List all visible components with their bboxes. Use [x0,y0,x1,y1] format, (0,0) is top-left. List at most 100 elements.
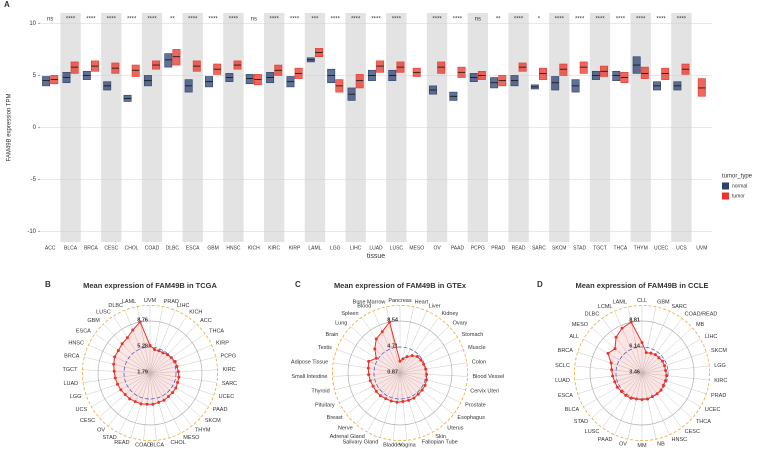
panel-label: A [4,0,10,9]
box [164,53,173,68]
category-label: CHOL [170,440,185,446]
radar-point [367,373,371,377]
chart-title: Mean expression of FAM49B in CCLE [576,281,709,290]
legend-key [722,192,729,200]
radar-point [113,376,117,380]
significance-label: **** [677,17,687,23]
radar-point [119,388,123,392]
spoke [602,372,643,428]
radar-point [663,379,667,383]
category-label: PAAD [213,407,228,413]
x-tick-label: UCEC [654,245,669,251]
radar-point [422,362,426,366]
box [640,66,649,79]
significance-label: **** [188,17,198,23]
y-tick-label: 0 [33,125,37,131]
radar-point [389,399,393,403]
spoke [399,306,414,374]
box [661,67,670,80]
category-label: PCPG [221,353,237,359]
radar-point [113,355,117,359]
x-tick-label: READ [512,245,526,251]
chart-title: Mean expression of FAM49B in TCGA [83,281,217,290]
category-label: BRCA [64,353,80,359]
spoke [641,372,670,435]
category-label: Brain [326,332,339,338]
radar-point [123,393,127,397]
radar-point [374,337,378,341]
grid-ring [615,346,669,400]
radar-point [161,351,165,355]
significance-label: **** [616,17,626,23]
spoke [143,372,151,441]
category-label: KIRC [714,378,727,384]
box [42,76,51,87]
radar-point [145,402,149,406]
radar-point [634,397,638,401]
x-tick-label: LGG [330,245,341,251]
r-tick-label: 8.54 [387,317,399,323]
category-label: Pituitary [315,402,335,408]
y-tick-label: 10 [29,21,36,27]
spoke [113,315,151,374]
x-tick-label: ACC [45,245,56,251]
radar-point [112,362,116,366]
category-label: THYM [195,428,211,434]
radar-point [177,375,181,379]
category-label: LIHC [177,303,190,309]
spoke [399,372,461,403]
spoke [149,372,202,418]
radar-point [367,359,371,363]
outer-ring [331,304,468,441]
panel-label: C [295,280,301,289]
radar-point [398,359,402,363]
spoke [149,369,218,374]
category-label: LGG [70,394,82,400]
grid-ring [347,320,453,426]
radar-point [166,353,170,357]
significance-label: **** [351,17,361,23]
radar-point [116,348,120,352]
grid-ring [123,346,177,400]
category-label: CESC [80,418,95,424]
x-tick-label: UVM [696,245,707,251]
x-tick-label: LUAD [369,245,383,251]
category-label: UCEC [219,394,235,400]
radar-point [663,364,667,368]
spoke [88,344,151,374]
radar-point [401,357,405,361]
category-label: Nerve [338,426,353,432]
spoke [366,372,401,433]
significance-label: **** [392,17,402,23]
spoke [334,372,401,391]
radar-point [166,395,170,399]
panel-label: B [45,280,51,289]
category-label: THCA [209,328,224,334]
category-label: CESC [685,429,700,435]
radar-point [162,398,166,402]
radar-point [153,347,157,351]
spoke [130,372,151,438]
spoke [149,372,209,408]
category-label: KICH [189,309,202,315]
radar-point [371,384,375,388]
category-label: ALL [569,334,579,340]
r-tick-label: 5.28 [137,343,148,349]
category-label: Spleen [341,311,358,317]
category-label: LGG [714,363,726,369]
category-label: DLBC [585,312,600,318]
category-label: Cervix Uteri [470,389,499,395]
spoke [399,362,467,374]
category-label: PAAD [598,437,613,443]
category-label: PRAD [164,299,179,305]
radar-point [368,379,372,383]
box [579,61,588,74]
r-tick-label: 6.14 [629,343,641,349]
spoke [149,333,206,374]
category-label: Stomach [462,332,484,338]
radar-point [644,351,648,355]
spoke [149,306,164,374]
spoke [583,372,643,408]
radar-point [176,381,180,385]
radar-point [653,353,657,357]
